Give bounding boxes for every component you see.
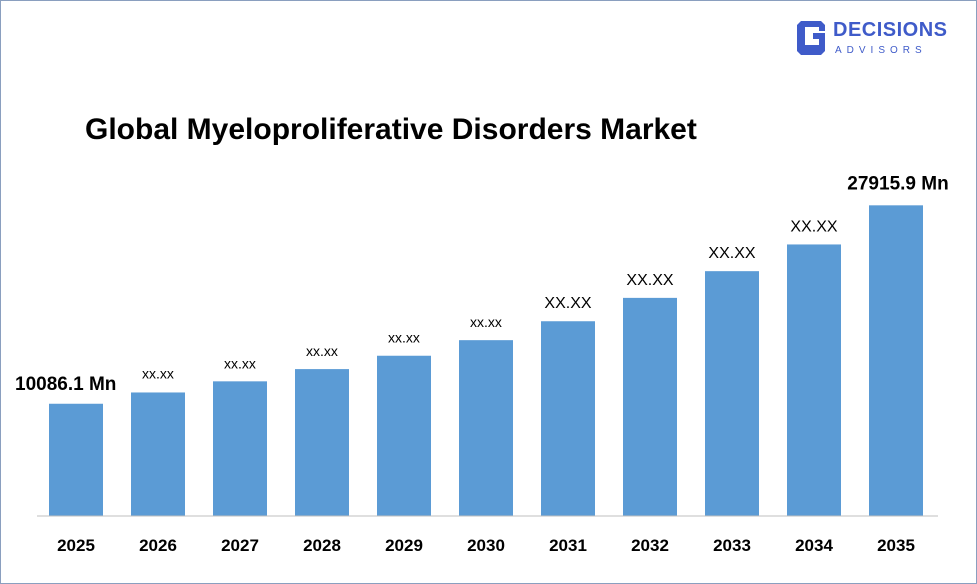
bar-2034 xyxy=(787,244,841,517)
brand-name: DECISIONS xyxy=(833,19,948,41)
x-tick-label-2034: 2034 xyxy=(795,536,833,555)
x-tick-label-2033: 2033 xyxy=(713,536,751,555)
data-label-2031: XX.XX xyxy=(544,295,591,312)
bar-2029 xyxy=(377,355,431,516)
bar-2035 xyxy=(869,205,923,516)
data-label-2032: XX.XX xyxy=(626,272,673,289)
x-tick-label-2035: 2035 xyxy=(877,536,915,555)
data-label-2030: xx.xx xyxy=(470,314,502,330)
data-label-2027: xx.xx xyxy=(224,355,256,371)
bar-2026 xyxy=(131,392,185,516)
x-tick-label-2031: 2031 xyxy=(549,536,587,555)
logo-mark-icon xyxy=(797,21,825,55)
bar-2032 xyxy=(623,297,677,516)
bar-2030 xyxy=(459,340,513,516)
data-label-2026: xx.xx xyxy=(142,365,174,381)
x-tick-label-2026: 2026 xyxy=(139,536,177,555)
bar-2027 xyxy=(213,381,267,516)
brand-logo: DECISIONS ADVISORS xyxy=(795,15,965,61)
bars-layer: 10086.1 Mn xx.xx xx.xx xx.xx xx.xx xx.xx XX.XX… xyxy=(15,173,949,517)
bar-2031 xyxy=(541,321,595,516)
data-label-2035: 27915.9 Mn xyxy=(847,173,948,194)
bar-2033 xyxy=(705,271,759,516)
data-label-2028: xx.xx xyxy=(306,343,338,359)
bar-2028 xyxy=(295,369,349,516)
x-tick-label-2025: 2025 xyxy=(57,536,95,555)
data-label-2029: xx.xx xyxy=(388,330,420,346)
brand-subtitle: ADVISORS xyxy=(835,45,927,56)
x-tick-label-2029: 2029 xyxy=(385,536,423,555)
x-tick-label-2027: 2027 xyxy=(221,536,259,555)
data-label-2025: 10086.1 Mn xyxy=(15,374,116,395)
x-tick-label-2032: 2032 xyxy=(631,536,669,555)
bar-2025 xyxy=(49,403,103,516)
tick-labels-layer: 2025 2026 2027 2028 2029 2030 2031 2032 2033 2034… xyxy=(57,536,915,555)
chart-title: Global Myeloproliferative Disorders Mark… xyxy=(85,113,697,146)
x-tick-label-2030: 2030 xyxy=(467,536,505,555)
data-label-2033: XX.XX xyxy=(708,245,755,262)
x-tick-label-2028: 2028 xyxy=(303,536,341,555)
data-label-2034: XX.XX xyxy=(790,218,837,235)
